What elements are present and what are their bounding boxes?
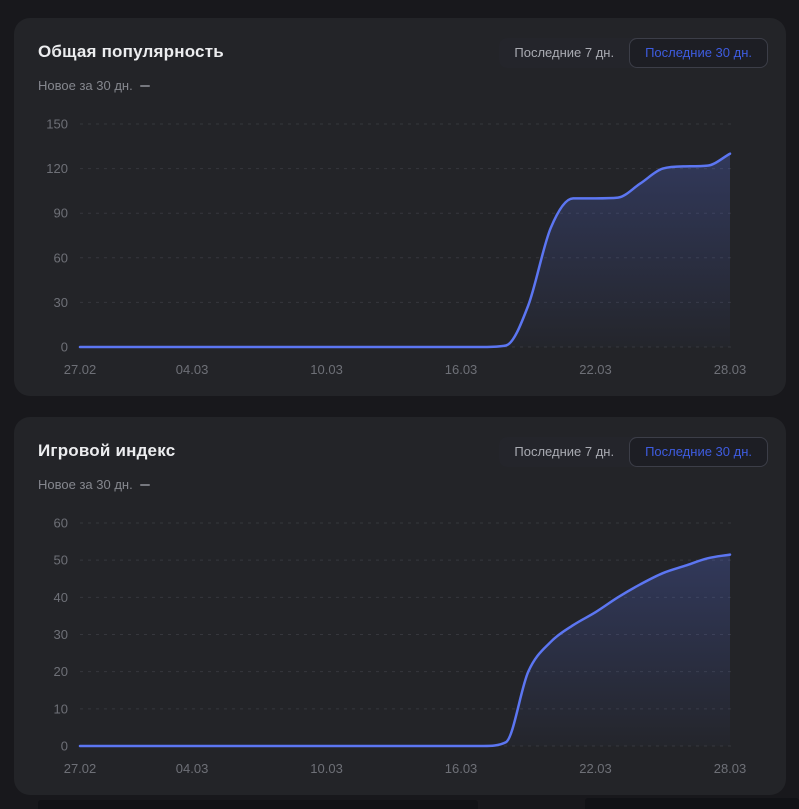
y-axis-tick-label: 120 <box>46 161 68 176</box>
series-line <box>78 152 732 349</box>
x-axis-tick-label: 27.02 <box>64 761 97 776</box>
popularity-area-chart: 0 30 60 90 120 150 27.02 04.03 10.03 16.03 22.03 28… <box>46 117 747 378</box>
x-axis-tick-label: 16.03 <box>445 362 478 377</box>
preview-thumbnail <box>38 800 478 809</box>
y-axis-tick-label: 0 <box>61 739 68 754</box>
popularity-series-legend-label: Новое за 30 дн. <box>38 78 133 93</box>
popularity-period-30d-button[interactable]: Последние 30 дн. <box>629 38 768 68</box>
y-axis-tick-label: 40 <box>54 590 68 605</box>
y-axis-tick-label: 60 <box>54 250 68 265</box>
x-axis-tick-label: 16.03 <box>445 761 478 776</box>
x-axis-tick-label: 04.03 <box>176 761 209 776</box>
series-line <box>78 553 732 748</box>
y-axis-tick-label: 150 <box>46 117 68 132</box>
popularity-series-legend: Новое за 30 дн. <box>38 78 150 93</box>
popularity-card-title: Общая популярность <box>38 42 224 61</box>
y-axis-tick-label: 30 <box>54 627 68 642</box>
game-index-period-7d-button[interactable]: Последние 7 дн. <box>499 437 629 467</box>
popularity-period-7d-button[interactable]: Последние 7 дн. <box>499 38 629 68</box>
game-index-series-legend-label: Новое за 30 дн. <box>38 477 133 492</box>
game-index-period-toggle: Последние 7 дн. Последние 30 дн. <box>499 437 768 467</box>
x-axis-tick-label: 10.03 <box>310 761 343 776</box>
y-axis-tick-label: 50 <box>54 553 68 568</box>
series-area-fill <box>80 554 730 746</box>
next-section-preview <box>0 795 799 809</box>
legend-dash-icon <box>139 84 150 87</box>
x-axis-tick-label: 28.03 <box>714 362 747 377</box>
y-axis-tick-label: 30 <box>54 295 68 310</box>
y-axis-tick-label: 60 <box>54 516 68 531</box>
series-area-fill <box>80 153 730 347</box>
y-axis-tick-label: 10 <box>54 701 68 716</box>
game-index-period-30d-button[interactable]: Последние 30 дн. <box>629 437 768 467</box>
x-axis-tick-label: 22.03 <box>579 761 612 776</box>
x-axis-tick-label: 22.03 <box>579 362 612 377</box>
x-axis-tick-label: 28.03 <box>714 761 747 776</box>
x-axis-tick-label: 04.03 <box>176 362 209 377</box>
game-index-area-chart: 0 10 20 30 40 50 60 27.02 04.03 10.03 16.03 22.03 28… <box>54 516 747 777</box>
x-axis-tick-label: 10.03 <box>310 362 343 377</box>
popularity-card: Общая популярность Новое за 30 дн. После… <box>14 18 786 396</box>
game-index-card-title: Игровой индекс <box>38 441 176 460</box>
y-axis-tick-label: 20 <box>54 664 68 679</box>
popularity-period-toggle: Последние 7 дн. Последние 30 дн. <box>499 38 768 68</box>
game-index-series-legend: Новое за 30 дн. <box>38 477 150 492</box>
y-axis-tick-label: 0 <box>61 340 68 355</box>
game-index-card: Игровой индекс Новое за 30 дн. Последние… <box>14 417 786 795</box>
y-axis-tick-label: 90 <box>54 206 68 221</box>
preview-thumbnail <box>585 798 799 809</box>
legend-dash-icon <box>139 483 150 486</box>
x-axis-tick-label: 27.02 <box>64 362 97 377</box>
